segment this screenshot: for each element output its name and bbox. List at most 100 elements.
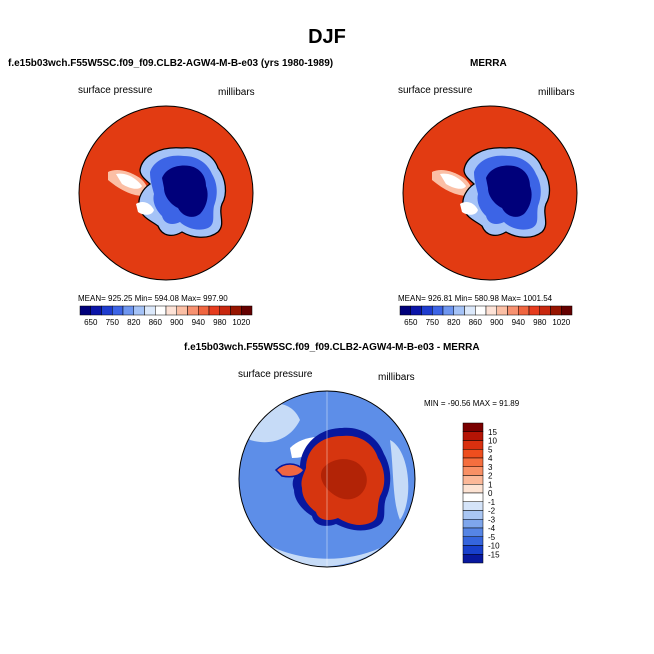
- colorbar-swatch: [176, 305, 188, 316]
- colorbar-panel-2: 650 750 820 860 900 940 980 1020: [399, 305, 573, 327]
- colorbar-swatch: [208, 305, 220, 316]
- colorbar-swatch: [462, 475, 484, 485]
- colorbar-swatch: [155, 305, 167, 316]
- colorbar-tick-label: 10: [488, 437, 497, 446]
- colorbar-swatch: [230, 305, 242, 316]
- colorbar-tick-label: 1: [488, 480, 493, 489]
- colorbar-swatch: [187, 305, 199, 316]
- colorbar-swatch: [462, 536, 484, 546]
- colorbar-tick-label: 750: [106, 318, 120, 327]
- colorbar-swatch: [462, 501, 484, 511]
- colorbar-swatch: [561, 305, 573, 316]
- colorbar-swatch: [485, 305, 497, 316]
- colorbar-swatch: [518, 305, 530, 316]
- colorbar-tick-label: 900: [490, 318, 504, 327]
- panel-2-units: millibars: [538, 87, 575, 98]
- colorbar-tick-label: -5: [488, 533, 496, 542]
- colorbar-swatch: [462, 466, 484, 476]
- panel-1-stats: MEAN= 925.25 Min= 594.08 Max= 997.90: [78, 294, 228, 303]
- panel-1-ross-ice: [136, 202, 154, 215]
- colorbar-swatch: [462, 492, 484, 502]
- colorbar-swatch: [464, 305, 476, 316]
- colorbar-swatch: [462, 431, 484, 441]
- colorbar-tick-label: -10: [488, 542, 500, 551]
- colorbar-swatch: [453, 305, 465, 316]
- panel-1-peninsula-white: [116, 173, 142, 189]
- colorbar-tick-label: 0: [488, 489, 493, 498]
- panel-2-map: [402, 105, 578, 281]
- colorbar-swatch: [442, 305, 454, 316]
- colorbar-tick-label: -3: [488, 515, 496, 524]
- panel-3-ocean-band-east: [390, 440, 409, 520]
- colorbar-swatch: [133, 305, 145, 316]
- colorbar-tick-label: 820: [127, 318, 141, 327]
- colorbar-tick-label: 650: [404, 318, 418, 327]
- colorbar-swatch: [462, 519, 484, 529]
- panel-2-border: [402, 105, 578, 281]
- colorbar-swatch: [462, 440, 484, 450]
- colorbar-tick-label: 940: [512, 318, 526, 327]
- panel-3-stats: MIN = -90.56 MAX = 91.89: [424, 399, 520, 408]
- colorbar-tick-label: 820: [447, 318, 461, 327]
- colorbar-tick-label: 750: [426, 318, 440, 327]
- colorbar-tick-label: 2: [488, 472, 493, 481]
- colorbar-swatch: [101, 305, 113, 316]
- panel-2-stats: MEAN= 926.81 Min= 580.98 Max= 1001.54: [398, 294, 553, 303]
- panel-3-antarctica-detail: [320, 459, 367, 500]
- colorbar-swatch: [90, 305, 102, 316]
- colorbar-swatch: [241, 305, 253, 316]
- panel-1-antarctica-core: [162, 165, 208, 217]
- colorbar-tick-label: -4: [488, 524, 496, 533]
- colorbar-tick-label: -1: [488, 498, 496, 507]
- colorbar-tick-label: -2: [488, 507, 496, 516]
- colorbar-swatch: [462, 422, 484, 432]
- panel-3-title: f.e15b03wch.F55W5SC.f09_f09.CLB2-AGW4-M-…: [184, 342, 480, 353]
- colorbar-swatch: [550, 305, 562, 316]
- colorbar-tick-label: 5: [488, 445, 493, 454]
- colorbar-swatch: [399, 305, 411, 316]
- colorbar-swatch: [462, 554, 484, 564]
- panel-1-border: [78, 105, 254, 281]
- panel-1-map: [78, 105, 254, 281]
- colorbar-tick-label: 4: [488, 454, 493, 463]
- colorbar-swatch: [165, 305, 177, 316]
- colorbar-swatch: [421, 305, 433, 316]
- colorbar-swatch: [112, 305, 124, 316]
- colorbar-swatch: [496, 305, 508, 316]
- panel-2-antarctica-core: [486, 165, 532, 217]
- colorbar-tick-label: 1020: [232, 318, 250, 327]
- colorbar-swatch: [462, 545, 484, 555]
- colorbar-tick-label: 860: [469, 318, 483, 327]
- colorbar-swatch: [539, 305, 551, 316]
- colorbar-swatch: [462, 484, 484, 494]
- colorbar-swatch: [122, 305, 134, 316]
- panel-1-title: f.e15b03wch.F55W5SC.f09_f09.CLB2-AGW4-M-…: [8, 58, 334, 69]
- colorbar-tick-label: 900: [170, 318, 184, 327]
- colorbar-swatch: [462, 510, 484, 520]
- colorbar-tick-label: 650: [84, 318, 98, 327]
- panel-3-peninsula: [274, 463, 305, 478]
- colorbar-panel-1: 650 750 820 860 900 940 980 1020: [79, 305, 253, 327]
- panel-3-map: [238, 390, 416, 568]
- colorbar-swatch: [219, 305, 231, 316]
- panel-1-units: millibars: [218, 87, 255, 98]
- colorbar-tick-label: 1020: [552, 318, 570, 327]
- colorbar-swatch: [410, 305, 422, 316]
- panel-2-ross-ice: [460, 202, 478, 215]
- panel-3-border: [238, 390, 416, 568]
- panel-2-variable: surface pressure: [398, 85, 473, 96]
- colorbar-tick-label: 3: [488, 463, 493, 472]
- panel-2-title: MERRA: [470, 58, 507, 69]
- colorbar-swatch: [462, 449, 484, 459]
- panel-3-units: millibars: [378, 372, 415, 383]
- colorbar-swatch: [475, 305, 487, 316]
- colorbar-tick-label: 980: [533, 318, 547, 327]
- figure-title: DJF: [308, 26, 346, 48]
- colorbar-tick-label: 860: [149, 318, 163, 327]
- panel-3-variable: surface pressure: [238, 369, 313, 380]
- colorbar-swatch: [528, 305, 540, 316]
- colorbar-swatch: [79, 305, 91, 316]
- colorbar-tick-label: 980: [213, 318, 227, 327]
